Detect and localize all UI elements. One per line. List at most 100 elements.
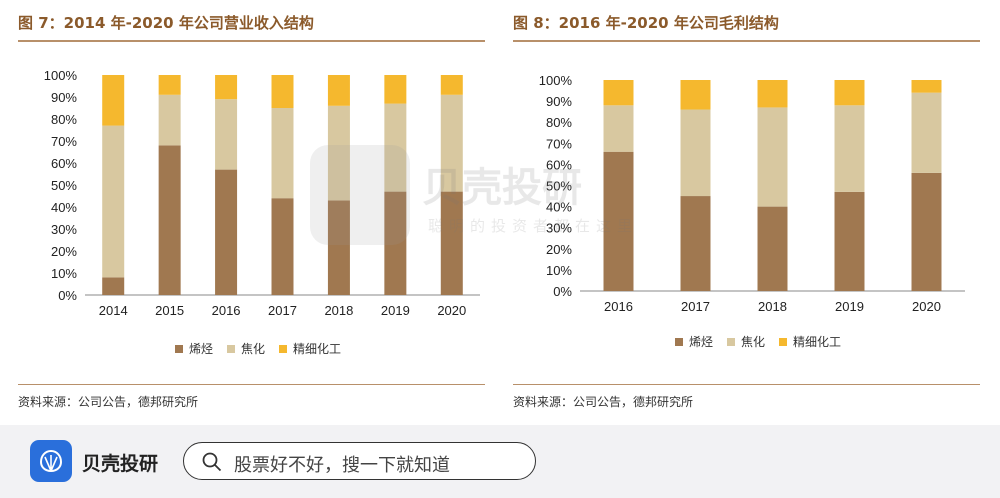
y-tick-label: 40% xyxy=(546,200,572,215)
bar-segment-olefin xyxy=(158,145,181,295)
legend-item: 精细化工 xyxy=(279,340,341,357)
y-tick-label: 40% xyxy=(51,200,77,215)
bar-segment-fine_chem xyxy=(680,80,711,110)
x-tick-label: 2020 xyxy=(437,303,466,318)
y-tick-label: 70% xyxy=(51,134,77,149)
source-note: 资料来源：公司公告，德邦研究所 xyxy=(513,395,694,409)
bar-segment-olefin xyxy=(757,206,788,291)
bar-segment-olefin xyxy=(680,196,711,291)
bar-segment-coke xyxy=(384,103,407,192)
chart-legend: 烯烃 焦化 精细化工 xyxy=(675,333,841,350)
search-placeholder: 股票好不好，搜一下就知道 xyxy=(234,455,450,476)
app-name[interactable]: 贝壳投研 xyxy=(82,453,159,475)
legend-label: 焦化 xyxy=(741,335,766,349)
y-tick-label: 90% xyxy=(546,94,572,109)
search-icon xyxy=(202,452,222,472)
legend-label: 烯烃 xyxy=(189,342,214,356)
gross-profit-structure-chart: 0% 10% 20% 30% 40% 50% 60% 70% 80% 90% 100% 2016 201… xyxy=(539,73,965,314)
bar-segment-olefin xyxy=(215,169,238,295)
legend-label: 烯烃 xyxy=(689,335,714,349)
legend-label: 焦化 xyxy=(241,342,266,356)
bar-segment-olefin xyxy=(603,151,634,291)
y-tick-label: 0% xyxy=(553,284,572,299)
y-tick-label: 100% xyxy=(539,73,573,88)
source-note: 资料来源：公司公告，德邦研究所 xyxy=(18,395,199,409)
source-rule xyxy=(513,384,980,385)
y-tick-label: 80% xyxy=(51,112,77,127)
bar-segment-olefin xyxy=(327,200,350,295)
bar-segment-fine_chem xyxy=(440,75,463,95)
bar-segment-fine_chem xyxy=(603,80,634,106)
legend-swatch xyxy=(675,337,683,346)
bar-segment-coke xyxy=(603,105,634,152)
bar-segment-olefin xyxy=(834,191,865,291)
y-tick-label: 50% xyxy=(51,178,77,193)
bar-segment-fine_chem xyxy=(158,75,181,95)
y-tick-label: 10% xyxy=(546,263,572,278)
bar-segment-olefin xyxy=(384,191,407,295)
y-tick-label: 20% xyxy=(51,244,77,259)
app-logo-icon[interactable] xyxy=(30,440,72,482)
y-tick-label: 20% xyxy=(546,242,572,257)
y-tick-label: 10% xyxy=(51,266,77,281)
x-tick-label: 2020 xyxy=(912,299,941,314)
x-tick-label: 2019 xyxy=(835,299,864,314)
y-tick-label: 50% xyxy=(546,179,572,194)
bar-segment-olefin xyxy=(440,191,463,295)
bar-segment-fine_chem xyxy=(327,75,350,106)
bottom-bar: 贝壳投研 股票好不好，搜一下就知道 xyxy=(0,425,1000,498)
bar-segment-coke xyxy=(158,94,181,146)
y-tick-label: 80% xyxy=(546,115,572,130)
legend-swatch xyxy=(727,337,736,346)
legend-swatch xyxy=(779,337,788,346)
chart-legend: 烯烃 焦化 精细化工 xyxy=(175,340,341,357)
legend-item: 焦化 xyxy=(727,333,765,350)
x-tick-label: 2014 xyxy=(99,303,128,318)
bar-segment-fine_chem xyxy=(102,75,125,126)
search-input[interactable]: 股票好不好，搜一下就知道 xyxy=(183,442,536,480)
chart-title: 图 8：2016 年-2020 年公司毛利结构 xyxy=(513,14,779,32)
bar-segment-fine_chem xyxy=(384,75,407,104)
legend-swatch xyxy=(175,344,183,353)
y-tick-label: 30% xyxy=(51,222,77,237)
legend-item: 烯烃 xyxy=(675,333,713,350)
bar-segment-olefin xyxy=(271,198,294,295)
bar-segment-coke xyxy=(440,94,463,192)
legend-swatch xyxy=(227,344,236,353)
legend-swatch xyxy=(279,344,288,353)
bar-segment-coke xyxy=(757,107,788,207)
bar-segment-coke xyxy=(215,99,238,170)
y-tick-label: 60% xyxy=(51,156,77,171)
gross-profit-structure-panel: 图 8：2016 年-2020 年公司毛利结构 0% 10% 20% 30% 40% 50… xyxy=(505,0,1000,425)
y-tick-label: 60% xyxy=(546,157,572,172)
x-tick-label: 2015 xyxy=(155,303,184,318)
bar-segment-coke xyxy=(911,92,942,173)
y-tick-label: 0% xyxy=(58,288,77,303)
chart-title: 图 7：2014 年-2020 年公司营业收入结构 xyxy=(18,14,314,32)
x-tick-label: 2017 xyxy=(681,299,710,314)
x-tick-label: 2017 xyxy=(268,303,297,318)
bar-segment-coke xyxy=(327,105,350,201)
legend-label: 精细化工 xyxy=(793,335,842,349)
x-tick-label: 2016 xyxy=(604,299,633,314)
bar-segment-coke xyxy=(834,105,865,192)
x-tick-label: 2018 xyxy=(324,303,353,318)
y-tick-label: 70% xyxy=(546,136,572,151)
legend-item: 焦化 xyxy=(227,340,265,357)
source-rule xyxy=(18,384,485,385)
shell-icon xyxy=(39,449,63,473)
bar-segment-coke xyxy=(271,108,294,199)
legend-label: 精细化工 xyxy=(293,342,342,356)
revenue-structure-chart: 0% 10% 20% 30% 40% 50% 60% 70% 80% 90% 100% 2014 201… xyxy=(44,68,480,318)
bar-segment-olefin xyxy=(911,172,942,291)
legend-item: 烯烃 xyxy=(175,340,213,357)
x-tick-label: 2019 xyxy=(381,303,410,318)
title-rule xyxy=(513,40,980,42)
bar-segment-fine_chem xyxy=(911,80,942,93)
bar-segment-coke xyxy=(680,109,711,197)
x-tick-label: 2018 xyxy=(758,299,787,314)
y-tick-label: 90% xyxy=(51,90,77,105)
bar-segment-coke xyxy=(102,125,125,278)
revenue-structure-panel: 图 7：2014 年-2020 年公司营业收入结构 0% 10% 20% 30% 40%… xyxy=(0,0,495,425)
bar-segment-fine_chem xyxy=(834,80,865,106)
